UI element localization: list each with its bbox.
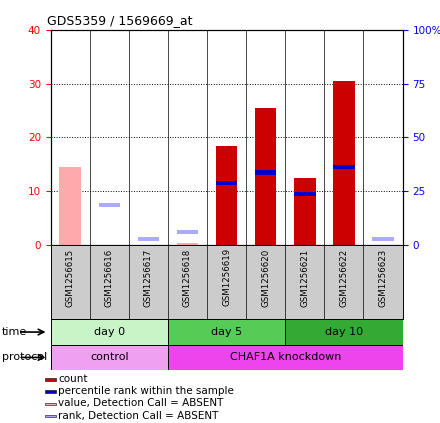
Text: GSM1256617: GSM1256617 xyxy=(144,248,153,307)
Text: GSM1256623: GSM1256623 xyxy=(378,248,388,307)
Bar xyxy=(59,167,81,245)
Bar xyxy=(45,415,56,417)
Bar xyxy=(216,146,237,245)
Text: GSM1256621: GSM1256621 xyxy=(301,248,309,307)
Text: GSM1256622: GSM1256622 xyxy=(339,248,348,307)
Bar xyxy=(138,237,159,241)
Bar xyxy=(333,81,355,245)
Bar xyxy=(99,203,120,207)
Bar xyxy=(45,403,56,405)
Bar xyxy=(45,378,56,381)
Text: GSM1256615: GSM1256615 xyxy=(66,248,75,307)
Bar xyxy=(294,178,315,245)
Bar xyxy=(294,192,315,196)
Bar xyxy=(51,319,168,345)
Text: GDS5359 / 1569669_at: GDS5359 / 1569669_at xyxy=(47,14,193,27)
Text: control: control xyxy=(90,352,128,363)
Bar xyxy=(177,243,198,245)
Text: day 10: day 10 xyxy=(325,327,363,337)
Bar xyxy=(255,108,276,245)
Text: protocol: protocol xyxy=(2,352,48,363)
Bar xyxy=(51,345,168,370)
Text: GSM1256620: GSM1256620 xyxy=(261,248,270,307)
Bar xyxy=(372,237,394,241)
Text: GSM1256618: GSM1256618 xyxy=(183,248,192,307)
Text: day 0: day 0 xyxy=(94,327,125,337)
Text: GSM1256616: GSM1256616 xyxy=(105,248,114,307)
Text: time: time xyxy=(2,327,27,337)
Text: CHAF1A knockdown: CHAF1A knockdown xyxy=(230,352,341,363)
Bar xyxy=(216,181,237,185)
Bar xyxy=(45,390,56,393)
Bar xyxy=(255,170,276,175)
Bar xyxy=(177,243,198,245)
Text: value, Detection Call = ABSENT: value, Detection Call = ABSENT xyxy=(59,398,224,408)
Text: count: count xyxy=(59,374,88,384)
Bar xyxy=(177,230,198,234)
Bar xyxy=(333,165,355,169)
Text: rank, Detection Call = ABSENT: rank, Detection Call = ABSENT xyxy=(59,410,219,420)
Bar xyxy=(168,345,403,370)
Bar xyxy=(168,319,285,345)
Text: percentile rank within the sample: percentile rank within the sample xyxy=(59,386,234,396)
Bar xyxy=(285,319,403,345)
Text: day 5: day 5 xyxy=(211,327,242,337)
Text: GSM1256619: GSM1256619 xyxy=(222,248,231,306)
